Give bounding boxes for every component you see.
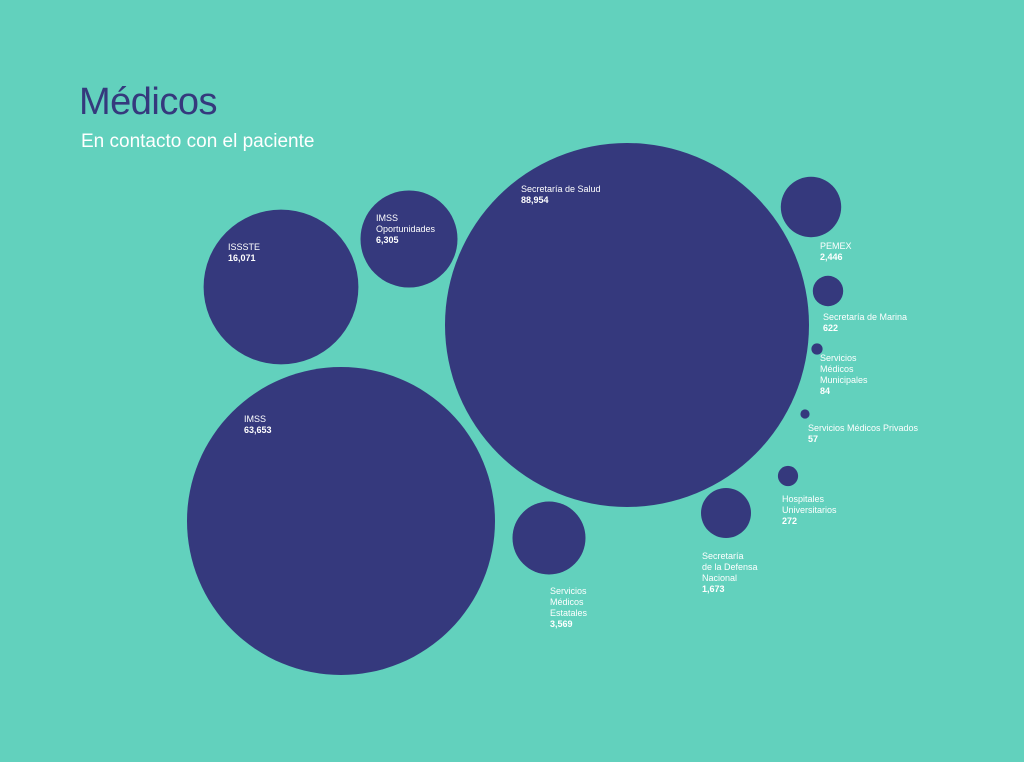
- bubble-label-name: Secretaría de Salud: [521, 184, 601, 194]
- bubble-label-value: 622: [823, 323, 839, 333]
- bubble-label-name: IMSS Oportunidades: [376, 213, 436, 234]
- bubble-label-name: Secretaría de la Defensa Nacional: [702, 551, 758, 583]
- bubble-label-name: Servicios Médicos Estatales: [550, 586, 588, 618]
- bubble-label-imss-oportunidades: IMSS Oportunidades 6,305: [376, 213, 435, 246]
- bubble-label-value: 2,446: [820, 252, 843, 262]
- bubble-servicios-medicos-municipales: [811, 343, 823, 355]
- bubble-label-name: Hospitales Universitarios: [782, 494, 837, 515]
- bubble-imss-oportunidades: [360, 190, 458, 288]
- bubble-label-value: 88,954: [521, 195, 549, 205]
- chart-subtitle: En contacto con el paciente: [81, 131, 315, 152]
- bubble-label-servicios-medicos-estatales: Servicios Médicos Estatales 3,569: [550, 586, 587, 630]
- bubble-pemex: [780, 176, 842, 238]
- bubble-label-name: Servicios Médicos Privados: [808, 423, 919, 433]
- bubble-label-value: 57: [808, 434, 819, 444]
- bubble-label-value: 3,569: [550, 619, 573, 629]
- bubble-label-value: 84: [820, 386, 831, 396]
- bubble-servicios-medicos-privados: [800, 409, 810, 419]
- bubble-label-name: IMSS: [244, 414, 267, 424]
- bubble-label-name: Servicios Médicos Municipales: [820, 353, 868, 385]
- bubble-label-imss: IMSS 63,653: [244, 414, 272, 436]
- bubble-label-pemex: PEMEX 2,446: [820, 241, 852, 263]
- chart-title: Médicos: [79, 81, 218, 123]
- bubble-label-secretaria-de-marina: Secretaría de Marina 622: [823, 312, 907, 334]
- bubble-label-issste: ISSSTE 16,071: [228, 242, 260, 264]
- bubble-label-value: 6,305: [376, 235, 399, 245]
- bubble-secretaria-de-la-defensa-nacional: [701, 488, 751, 538]
- bubble-imss: [187, 367, 495, 675]
- bubble-label-secretaria-de-la-defensa-nacional: Secretaría de la Defensa Nacional 1,673: [702, 551, 758, 595]
- bubble-label-servicios-medicos-municipales: Servicios Médicos Municipales 84: [820, 353, 868, 397]
- bubble-label-value: 16,071: [228, 253, 256, 263]
- bubble-label-name: Secretaría de Marina: [823, 312, 908, 322]
- bubble-servicios-medicos-estatales: [512, 501, 586, 575]
- bubble-label-servicios-medicos-privados: Servicios Médicos Privados 57: [808, 423, 918, 445]
- bubble-label-secretaria-de-salud: Secretaría de Salud 88,954: [521, 184, 601, 206]
- bubble-label-value: 1,673: [702, 584, 725, 594]
- bubble-secretaria-de-marina: [812, 275, 844, 307]
- bubble-issste: [203, 209, 359, 365]
- bubble-label-name: ISSSTE: [228, 242, 261, 252]
- bubble-hospitales-universitarios: [777, 465, 799, 487]
- bubble-label-value: 272: [782, 516, 798, 526]
- bubble-label-hospitales-universitarios: Hospitales Universitarios 272: [782, 494, 837, 527]
- bubble-label-name: PEMEX: [820, 241, 852, 251]
- bubble-secretaria-de-salud: [445, 143, 809, 507]
- bubble-label-value: 63,653: [244, 425, 272, 435]
